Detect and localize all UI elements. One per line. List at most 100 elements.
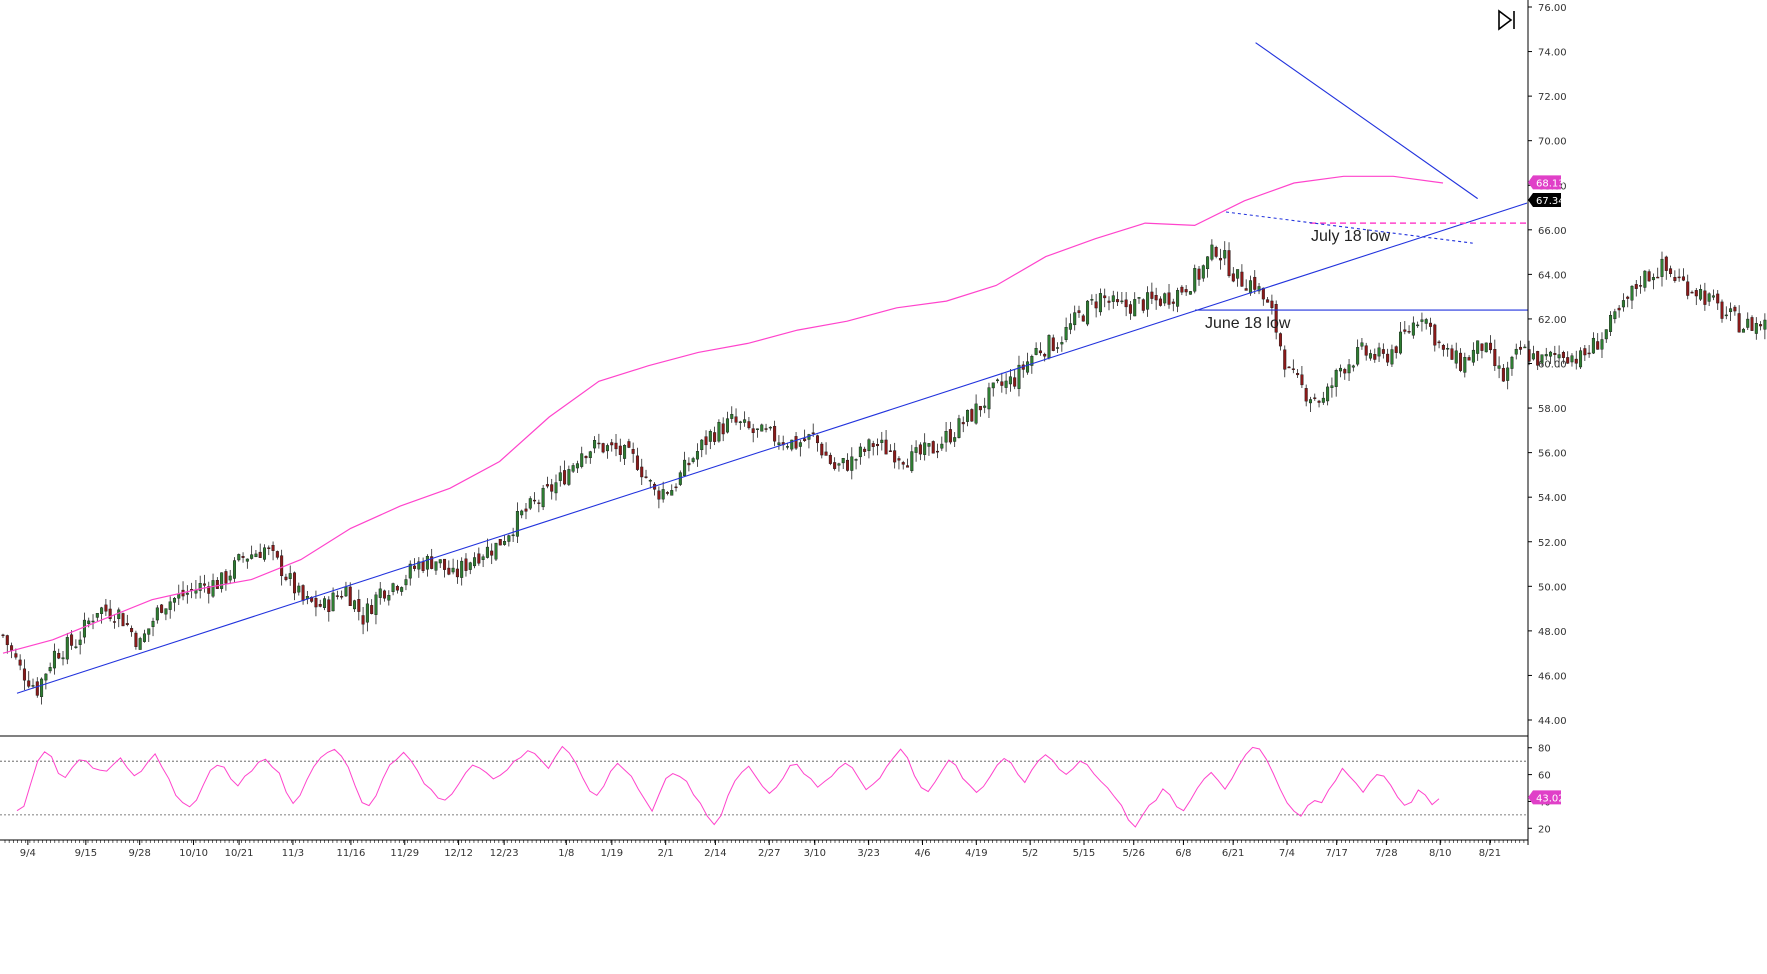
x-tick-label: 8/10 [1429, 848, 1451, 859]
candle-body [1557, 354, 1561, 359]
candle-body [751, 428, 755, 433]
candle-body [777, 442, 781, 445]
candle-body [1231, 273, 1235, 282]
candle-body [593, 440, 597, 449]
candle-body [1056, 347, 1060, 349]
candle-body [1609, 314, 1613, 332]
candle-body [1081, 315, 1085, 322]
candle-body [1407, 331, 1411, 333]
play-to-end-icon[interactable] [1498, 9, 1515, 31]
candle-body [155, 607, 159, 621]
candle-body [57, 653, 61, 659]
candle-body [473, 557, 477, 567]
candle-body [1201, 265, 1205, 279]
candle-body [185, 592, 189, 595]
candle-body [293, 572, 297, 594]
candle-body [207, 586, 211, 594]
y-tick-label: 54.00 [1538, 493, 1567, 504]
candle-body [82, 619, 86, 638]
candle-body [1429, 322, 1433, 327]
candle-body [597, 442, 601, 445]
candle-body [87, 620, 91, 624]
candle-body [425, 555, 429, 570]
candle-body [1733, 306, 1737, 312]
candle-body [957, 418, 961, 438]
candle-body [1463, 357, 1467, 373]
candle-body [275, 551, 279, 558]
candle-body [524, 508, 528, 512]
candle-body [1163, 293, 1167, 304]
candle-body [1630, 285, 1634, 301]
candle-body [1377, 347, 1381, 357]
candle-body [858, 446, 862, 458]
candle-body [14, 653, 18, 658]
candle-body [1433, 324, 1437, 346]
x-tick-label: 4/6 [914, 848, 930, 859]
candle-body [936, 450, 940, 453]
candle-body [477, 553, 481, 564]
candle-body [1154, 294, 1158, 301]
y-tick-label: 74.00 [1538, 48, 1567, 59]
candle-body [1223, 250, 1227, 259]
x-tick-label: 11/16 [337, 848, 366, 859]
x-tick-label: 4/19 [965, 848, 987, 859]
candle-body [1711, 295, 1715, 298]
y-tick-label: 66.00 [1538, 226, 1567, 237]
candle-body [1424, 319, 1428, 324]
candle-body [910, 451, 914, 472]
candle-body [1480, 343, 1484, 351]
candle-body [1737, 313, 1741, 333]
candle-body [224, 571, 228, 584]
candle-body [65, 637, 69, 660]
candle-body [1506, 367, 1510, 381]
candle-body [601, 443, 605, 453]
candle-body [134, 632, 138, 647]
candle-body [1600, 339, 1604, 350]
candle-body [1441, 344, 1445, 350]
candle-body [567, 469, 571, 485]
candle-body [644, 476, 648, 478]
candle-body [1360, 342, 1364, 347]
ind-y-tick-label: 20 [1538, 824, 1551, 835]
candle-body [841, 458, 845, 464]
candle-body [1013, 377, 1017, 387]
y-tick-label: 60.00 [1538, 360, 1567, 371]
candle-body [112, 621, 116, 623]
candle-body [172, 598, 176, 603]
axes: 44.00 46.00 48.00 50.00 52.00 54.00 56.00 58.00… [0, 0, 1567, 859]
candle-body [1248, 280, 1252, 294]
candle-body [1034, 348, 1038, 355]
x-tick-label: 12/23 [490, 848, 519, 859]
candle-body [288, 573, 292, 579]
candle-body [434, 561, 438, 571]
candle-body [661, 489, 665, 500]
candle-body [944, 431, 948, 443]
x-tick-label: 11/29 [390, 848, 419, 859]
candle-body [1549, 351, 1553, 357]
candle-body [537, 502, 541, 504]
candle-body [1180, 286, 1184, 293]
x-tick-label: 7/28 [1375, 848, 1397, 859]
candle-body [1283, 349, 1287, 370]
candle-body [1124, 299, 1128, 308]
candle-body [1759, 324, 1763, 327]
last-price-label: 67.34 [1536, 196, 1565, 207]
candle-body [1373, 354, 1377, 360]
x-tick-label: 3/23 [857, 848, 879, 859]
candle-body [1497, 365, 1501, 369]
candle-body [541, 487, 545, 508]
candle-body [640, 466, 644, 478]
candle-body [520, 510, 524, 516]
candle-body [335, 595, 339, 597]
candle-body [854, 459, 858, 461]
candle-body [987, 387, 991, 410]
candle-body [704, 436, 708, 446]
annotation-june-18-low: June 18 low [1205, 315, 1291, 332]
candle-body [713, 432, 717, 442]
candle-body [1664, 256, 1668, 271]
candle-body [1116, 299, 1120, 303]
candle-body [850, 456, 854, 471]
candle-body [430, 556, 434, 569]
candle-body [395, 586, 399, 591]
y-tick-label: 50.00 [1538, 582, 1567, 593]
